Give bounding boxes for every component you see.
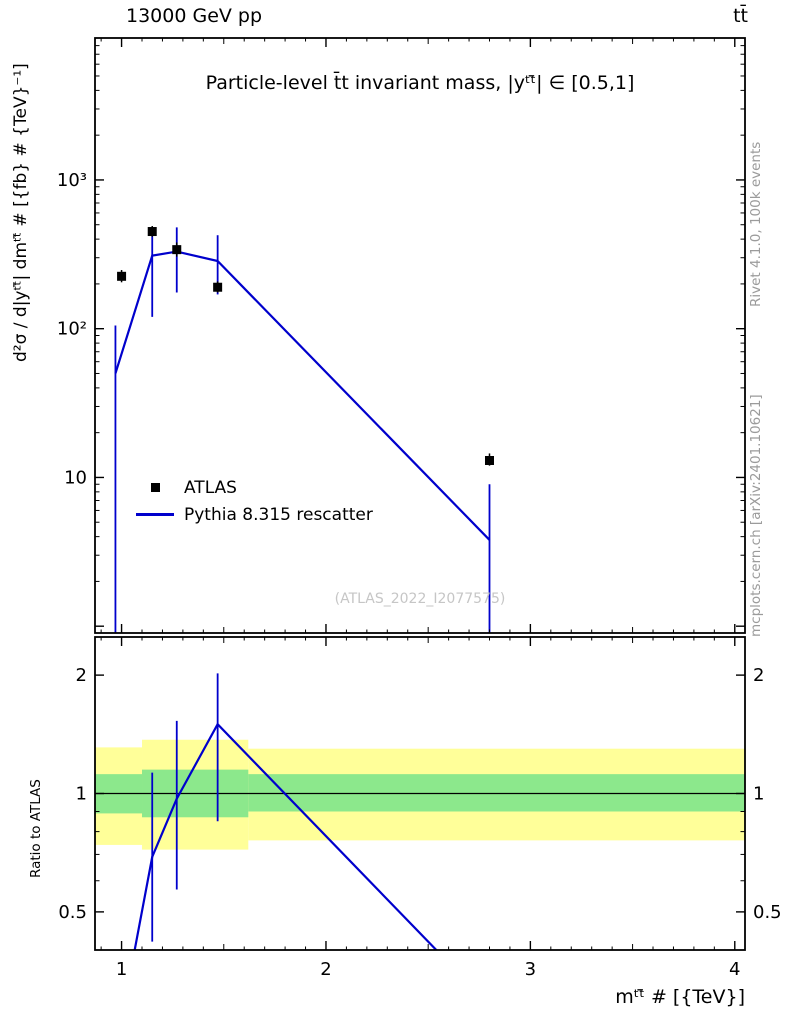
ratio-series (133, 673, 438, 950)
ratio-line (133, 722, 438, 950)
pythia-line-marker-icon (136, 513, 174, 516)
rivet-version-label: Rivet 4.1.0, 100k events (748, 141, 764, 307)
legend-item-atlas: ATLAS (133, 474, 373, 501)
mcplots-arxiv-label: mcplots.cern.ch [arXiv:2401.10621] (748, 394, 764, 637)
y-axis-label: d²σ / d|yᵗᵗ̄| dmᵗᵗ̄ # [{fb} # {TeV}⁻¹] (11, 63, 31, 362)
beam-energy-label: 13000 GeV pp (126, 5, 263, 27)
tick-labels: 10 10² 10³ 0.5 0.5 1 1 2 2 1 2 3 4 (57, 170, 782, 980)
legend-label-pythia: Pythia 8.315 rescatter (184, 504, 373, 525)
legend-item-pythia: Pythia 8.315 rescatter (133, 501, 373, 528)
atlas-square-marker-icon (150, 483, 160, 492)
atlas-data-point (172, 245, 182, 255)
ratio-panel-border (94, 636, 746, 951)
svg-text:0.5: 0.5 (753, 902, 782, 923)
svg-text:2: 2 (320, 959, 331, 980)
atlas-data-point (147, 227, 157, 237)
analysis-id-watermark: (ATLAS_2022_I2077575) (334, 591, 506, 607)
atlas-data-point (484, 455, 494, 465)
stat-uncertainty-band (248, 774, 745, 812)
svg-text:0.5: 0.5 (58, 902, 87, 923)
process-label: tt̄ (733, 5, 748, 27)
svg-text:4: 4 (729, 959, 740, 980)
svg-text:1: 1 (76, 784, 87, 805)
atlas-data-point (213, 282, 223, 292)
svg-text:1: 1 (753, 784, 764, 805)
svg-text:10: 10 (64, 467, 87, 488)
plot-title: Particle-level t̄t invariant mass, |yᵗᵗ̄… (205, 72, 635, 94)
ratio-uncertainty-bands (95, 739, 745, 850)
legend: ATLAS Pythia 8.315 rescatter (133, 474, 373, 528)
svg-text:2: 2 (753, 665, 764, 686)
svg-text:10³: 10³ (57, 170, 87, 191)
svg-text:10²: 10² (57, 319, 87, 340)
legend-label-atlas: ATLAS (184, 477, 237, 498)
svg-text:1: 1 (116, 959, 127, 980)
main-panel-border (94, 37, 746, 634)
ratio-y-axis-label: Ratio to ATLAS (28, 779, 44, 878)
main-series (114, 226, 494, 633)
svg-text:3: 3 (525, 959, 536, 980)
x-axis-label: mᵗᵗ̄ # [{TeV}] (615, 986, 745, 1008)
svg-text:2: 2 (76, 665, 87, 686)
atlas-data-point (117, 271, 127, 281)
